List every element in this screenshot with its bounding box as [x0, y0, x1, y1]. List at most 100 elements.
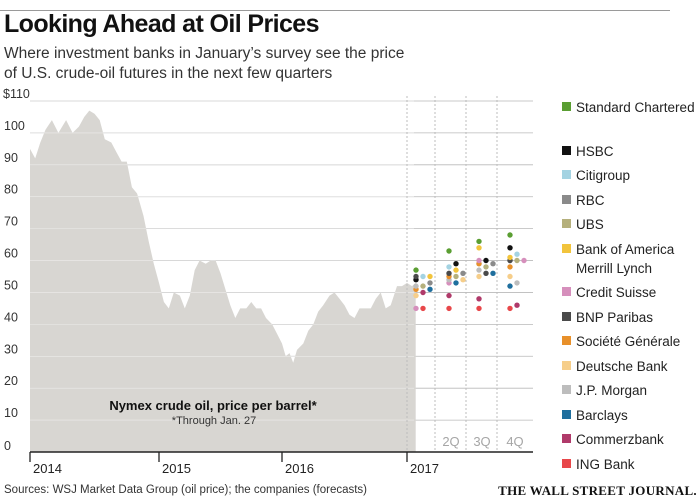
legend-swatch: [562, 287, 571, 296]
y-tick-label: 80: [4, 183, 18, 197]
legend-swatch: [562, 145, 571, 155]
forecast-dot-citigroup-1q: [420, 273, 426, 280]
forecast-dot-ing-bank-3q: [476, 305, 482, 312]
forecast-dot-ubs-4q: [514, 257, 520, 264]
x-tick-label: 2014: [33, 461, 62, 476]
legend-label: Commerzbank: [576, 432, 664, 447]
legend-label: Citigroup: [576, 168, 631, 183]
forecast-dot-bnp-paribas-2q: [446, 270, 452, 276]
y-tick-label: 100: [4, 119, 25, 133]
forecast-dot-commerzbank-1q: [420, 289, 426, 296]
forecast-dot-rbc-1q: [427, 280, 433, 286]
forecast-dot-standard-chartered-3q: [476, 238, 482, 245]
forecast-dot-barclays-4q: [507, 283, 513, 289]
forecast-dot-deutsche-bank-1q: [413, 292, 419, 299]
x-tick-label: 2017: [410, 461, 439, 476]
y-tick-label: 70: [4, 215, 18, 229]
forecast-dot-deutsche-bank-2q: [460, 277, 466, 283]
footnote-label: *Through Jan. 27: [172, 415, 256, 427]
forecast-dot-barclays-2q: [453, 280, 459, 286]
wsj-logo: THE WALL STREET JOURNAL.: [498, 483, 697, 498]
forecast-dot-commerzbank-3q: [476, 296, 482, 302]
forecast-dot-bank-of-america-merrill-lynch-2q: [453, 267, 459, 273]
legend-swatch: [562, 458, 571, 468]
forecast-dot-credit-suisse-4q: [521, 257, 527, 264]
quarter-label: 4Q: [506, 434, 523, 449]
forecast-dot-commerzbank-4q: [514, 302, 520, 308]
legend-label: J.P. Morgan: [576, 383, 648, 398]
forecast-dot-ubs-1q: [420, 283, 426, 289]
forecast-dot-commerzbank-2q: [446, 292, 452, 299]
forecast-dot-standard-chartered-1q: [413, 267, 419, 273]
y-tick-label: 50: [4, 278, 18, 292]
legend-swatch: [562, 385, 571, 394]
quarter-label: 2Q: [442, 434, 459, 449]
legend-label: ING Bank: [576, 456, 635, 472]
forecast-dot-deutsche-bank-3q: [476, 273, 482, 280]
legend-swatch: [562, 219, 571, 228]
x-tick-label: 2016: [285, 461, 314, 476]
y-tick-label: 30: [4, 342, 18, 356]
forecast-dot-ubs-3q: [483, 264, 489, 270]
legend-label: BNP Paribas: [576, 309, 654, 325]
forecast-dot-citigroup-4q: [514, 251, 520, 257]
forecast-dot-bank-of-america-merrill-lynch-3q: [476, 245, 482, 251]
forecast-dot-j-p-morgan-3q: [476, 267, 482, 273]
forecast-dot-bnp-paribas-1q: [413, 273, 419, 280]
legend-label: Standard Chartered: [576, 100, 695, 115]
forecast-dot-ing-bank-1q: [420, 305, 426, 312]
sources-note: Sources: WSJ Market Data Group (oil pric…: [4, 484, 368, 496]
forecast-dot-bnp-paribas-3q: [483, 270, 489, 276]
forecast-dot-credit-suisse-1q: [413, 305, 419, 312]
legend-swatch: [562, 243, 571, 253]
forecast-dot-soci-t-g-n-rale-4q: [507, 264, 513, 270]
y-tick-label: 60: [4, 247, 18, 261]
chart-subtitle-line-1: Where investment banks in January’s surv…: [4, 45, 405, 62]
legend-swatch: [562, 336, 571, 345]
legend-swatch: [562, 194, 571, 204]
forecast-dot-barclays-3q: [490, 270, 496, 276]
legend-label: Credit Suisse: [576, 285, 657, 300]
forecast-dot-j-p-morgan-1q: [413, 283, 419, 289]
forecast-dot-deutsche-bank-4q: [507, 273, 513, 280]
forecast-dot-standard-chartered-4q: [507, 232, 513, 238]
legend-label: Société Générale: [576, 334, 681, 349]
forecast-dot-ubs-2q: [453, 273, 459, 280]
series-label: Nymex crude oil, price per barrel*: [109, 398, 317, 413]
y-tick-label: 20: [4, 374, 18, 388]
legend-swatch: [562, 102, 571, 111]
legend-label: UBS: [576, 217, 604, 232]
forecast-dot-hsbc-2q: [453, 261, 459, 267]
forecast-dot-rbc-3q: [490, 261, 496, 267]
y-tick-label: 40: [4, 310, 18, 324]
legend-label: Deutsche Bank: [576, 358, 668, 374]
legend-swatch: [562, 434, 571, 443]
legend-label: Bank of America Merrill Lynch: [576, 241, 675, 276]
forecast-dot-standard-chartered-2q: [446, 248, 452, 254]
forecast-dot-ing-bank-4q: [507, 305, 513, 312]
legend-label: Barclays: [576, 407, 628, 423]
forecast-dot-rbc-2q: [460, 270, 466, 276]
legend-swatch: [562, 360, 571, 370]
legend-label: HSBC: [576, 143, 614, 159]
x-tick-label: 2015: [162, 461, 191, 476]
forecast-dot-hsbc-4q: [507, 245, 513, 251]
legend-label: RBC: [576, 192, 605, 208]
chart-title: Looking Ahead at Oil Prices: [4, 10, 320, 38]
forecast-dot-ing-bank-2q: [446, 305, 452, 312]
quarter-label: 3Q: [473, 434, 490, 449]
forecast-dot-bank-of-america-merrill-lynch-1q: [427, 273, 433, 280]
forecast-dot-hsbc-3q: [483, 257, 489, 264]
y-tick-label: 10: [4, 406, 18, 420]
price-area: [30, 110, 416, 452]
y-tick-label: 0: [4, 439, 11, 453]
forecast-dot-j-p-morgan-4q: [514, 280, 520, 286]
forecast-dot-bank-of-america-merrill-lynch-4q: [507, 254, 513, 261]
y-tick-label: $110: [3, 87, 30, 101]
top-rule: [0, 10, 670, 11]
forecast-dot-barclays-1q: [427, 286, 433, 292]
legend-swatch: [562, 409, 571, 419]
legend-swatch: [562, 311, 571, 321]
forecast-dot-credit-suisse-3q: [476, 257, 482, 264]
